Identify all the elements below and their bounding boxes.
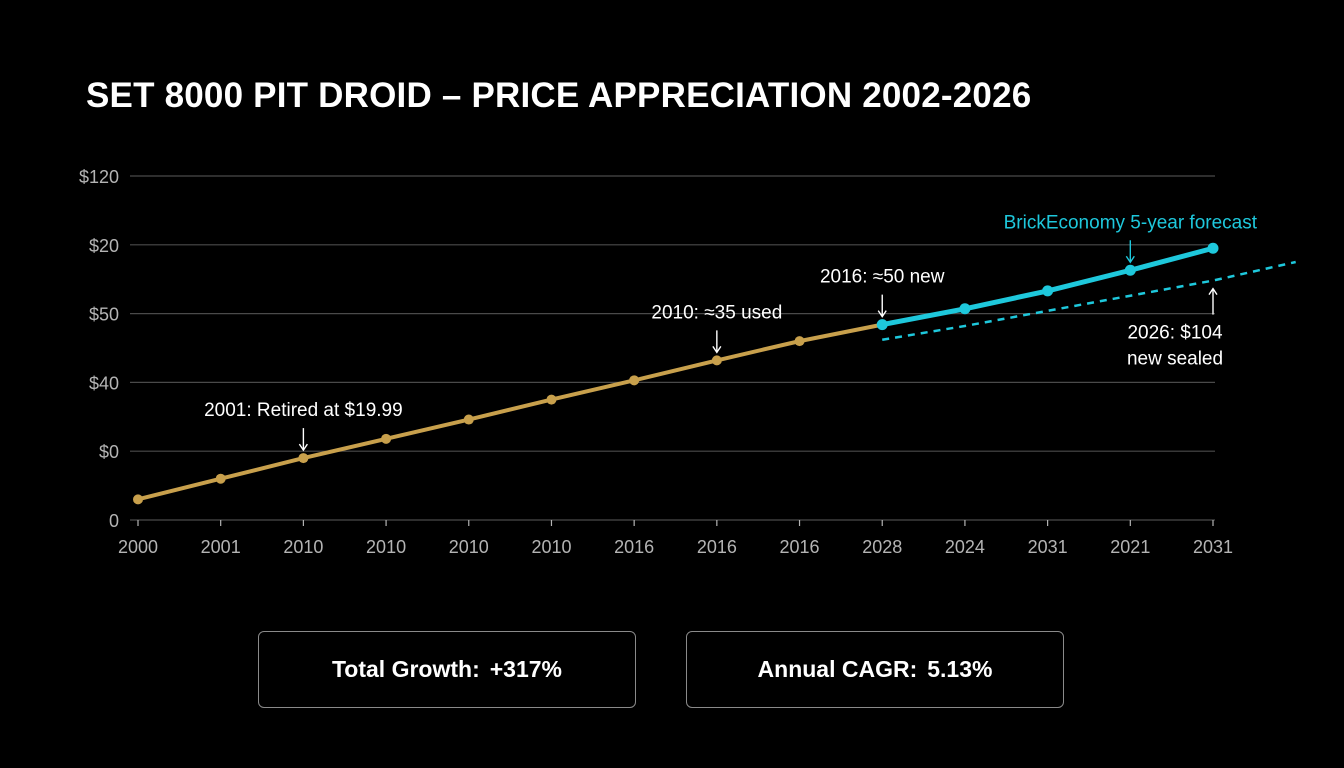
forecast-point <box>1042 285 1054 297</box>
y-tick-label: $40 <box>89 373 119 393</box>
y-tick-label: $20 <box>89 236 119 256</box>
historic-point <box>794 336 805 347</box>
annotation-label: 2026: $104 <box>1127 323 1223 344</box>
x-tick-label: 2000 <box>118 537 158 557</box>
annual-cagr-card: Annual CAGR: 5.13% <box>686 631 1064 708</box>
x-tick-label: 2031 <box>1028 537 1068 557</box>
x-tick-label: 2016 <box>697 537 737 557</box>
forecast-point <box>959 303 971 315</box>
annotation-label: 2001: Retired at $19.99 <box>204 400 403 421</box>
total-growth-card: Total Growth: +317% <box>258 631 636 708</box>
historic-point <box>629 375 640 386</box>
forecast-point <box>876 319 888 331</box>
x-tick-label: 2010 <box>283 537 323 557</box>
x-tick-label: 2010 <box>366 537 406 557</box>
annotation-label: 2010: ≈35 used <box>651 302 782 323</box>
annual-cagr-value: 5.13% <box>927 656 993 682</box>
total-growth-value: +317% <box>489 656 563 682</box>
annotation-label: new sealed <box>1127 349 1223 370</box>
x-tick-label: 2016 <box>780 537 820 557</box>
annotation-arrowhead <box>877 310 887 318</box>
x-tick-label: 2031 <box>1193 537 1233 557</box>
price-line-chart: 0 $0 $40 $50 $20 $120 2000 2001 2010 2010 2010 2010… <box>79 167 1296 557</box>
annotation-arrowhead <box>298 443 308 452</box>
annotation-label: BrickEconomy 5-year forecast <box>1004 212 1258 233</box>
annual-cagr-label: Annual CAGR: <box>757 656 918 682</box>
forecast-point <box>1207 242 1219 254</box>
historic-price-line <box>136 322 885 502</box>
y-tick-label: $50 <box>89 305 119 325</box>
chart-title: SET 8000 PIT DROID – PRICE APPRECIATION … <box>86 76 1032 115</box>
forecast-range-dashed-line <box>882 260 1296 341</box>
x-tick-label: 2024 <box>945 537 985 557</box>
x-tick-label: 2001 <box>201 537 241 557</box>
y-tick-label: 0 <box>109 511 119 531</box>
historic-point <box>463 414 474 425</box>
historic-point <box>215 473 226 484</box>
historic-point <box>711 355 722 366</box>
y-tick-label: $0 <box>99 442 119 462</box>
historic-point <box>298 453 309 464</box>
historic-point <box>381 433 392 444</box>
x-tick-label: 2021 <box>1110 537 1150 557</box>
historic-point <box>546 394 557 405</box>
annotation-arrowhead <box>1208 287 1218 295</box>
total-growth-label: Total Growth: <box>331 656 480 682</box>
x-tick-label: 2010 <box>531 537 571 557</box>
y-tick-label: $120 <box>79 167 119 187</box>
x-tick-label: 2028 <box>862 537 902 557</box>
annotation-arrowhead <box>1125 255 1135 264</box>
x-tick-label: 2016 <box>614 537 654 557</box>
annotation-label: 2016: ≈50 new <box>820 267 945 288</box>
x-tick-label: 2010 <box>449 537 489 557</box>
forecast-point <box>1124 264 1136 276</box>
annotation-arrowhead <box>712 345 722 354</box>
historic-point <box>133 494 143 505</box>
